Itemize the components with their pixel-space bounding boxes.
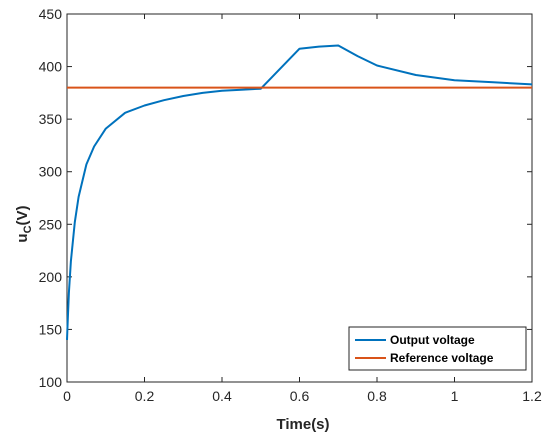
ticks <box>66 13 533 383</box>
x-axis-label: Time(s) <box>276 416 329 433</box>
y-tick-label: 150 <box>39 321 63 337</box>
y-axis-label: uC(V) <box>14 205 34 242</box>
legend-box <box>348 326 527 371</box>
y-tick-label: 200 <box>39 269 63 285</box>
series-line-output-voltage <box>66 44 533 340</box>
y-tick-label: 100 <box>39 374 63 390</box>
legend-label-output-voltage: Output voltage <box>390 333 475 347</box>
x-tick-label: 1.2 <box>522 388 542 404</box>
x-tick-label: 0.2 <box>135 388 155 404</box>
y-tick-label: 400 <box>39 59 63 75</box>
y-axis-label-unit: (V) <box>14 205 31 225</box>
y-tick-label: 450 <box>39 6 63 22</box>
series-layer <box>66 44 533 340</box>
x-tick-label: 1 <box>451 388 459 404</box>
y-tick-label: 250 <box>39 216 63 232</box>
x-tick-label: 0.8 <box>367 388 387 404</box>
x-tick-label: 0.4 <box>212 388 232 404</box>
axes-box <box>66 13 533 383</box>
y-tick-label: 300 <box>39 164 63 180</box>
y-tick-label: 350 <box>39 111 63 127</box>
legend-label-reference-voltage: Reference voltage <box>390 351 494 365</box>
tick-labels: 0 0.2 0.4 0.6 0.8 1 1.2 100 150 200 250 300 350 400 45… <box>39 6 542 404</box>
plot-area <box>66 13 533 383</box>
legend: Output voltage Reference voltage <box>348 326 527 371</box>
x-tick-label: 0 <box>63 388 71 404</box>
y-axis-label-main: u <box>14 233 31 242</box>
x-tick-label: 0.6 <box>290 388 310 404</box>
y-axis-label-subscript: C <box>22 225 34 233</box>
